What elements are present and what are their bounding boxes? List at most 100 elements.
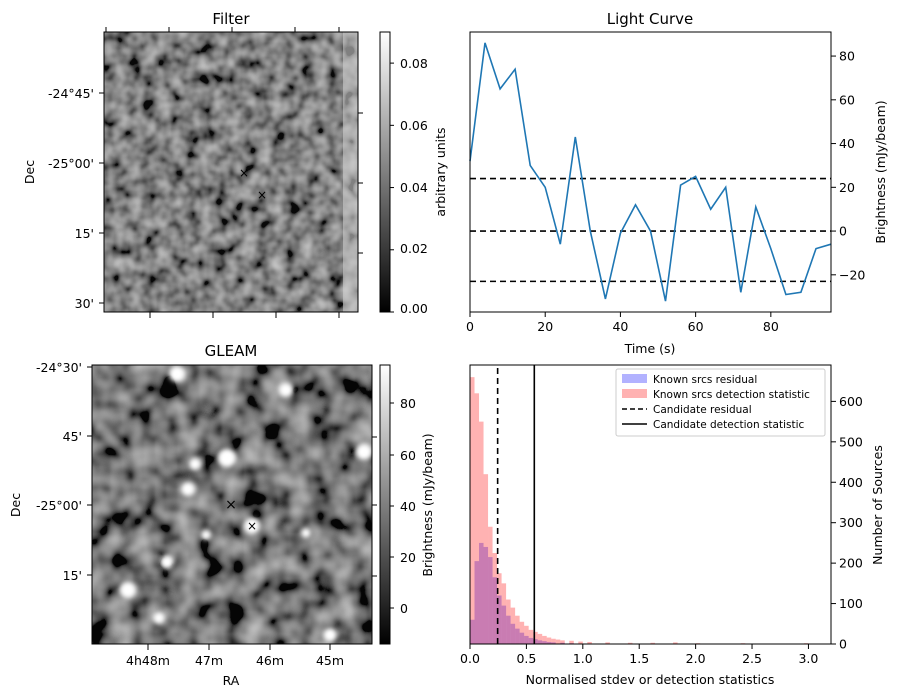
histogram-legend: Known srcs residual Known srcs detection… xyxy=(615,368,826,437)
gleam-cbar-tick: 20 xyxy=(400,550,416,565)
filter-cbar-tick: 0.04 xyxy=(400,180,428,195)
gleam-title: GLEAM xyxy=(205,342,258,360)
histogram-ytick-label: 500 xyxy=(839,434,863,449)
histogram-bar-residual xyxy=(515,628,520,644)
histogram-bar-detection xyxy=(510,607,516,644)
histogram-bar-residual xyxy=(506,615,511,644)
histogram-bar-detection xyxy=(650,642,656,644)
filter-colorbar-ticks xyxy=(390,62,394,313)
histogram-bar-detection xyxy=(470,377,475,644)
gleam-cbar-tick: 80 xyxy=(400,396,416,411)
histogram-frame xyxy=(469,364,832,645)
histogram-bar-detection xyxy=(492,553,498,644)
histogram-candidate-lines xyxy=(496,365,536,644)
gleam-cbar-tick: 40 xyxy=(400,499,416,514)
lightcurve-title: Light Curve xyxy=(607,10,693,28)
gleam-source-blob xyxy=(301,528,311,538)
lightcurve-xticks: 0 20 40 60 80 xyxy=(466,312,779,334)
gleam-source-blob xyxy=(189,458,201,470)
histogram-bar-detection xyxy=(537,633,543,644)
histogram-bar-detection xyxy=(483,474,489,644)
histogram-bar-detection xyxy=(542,635,547,644)
histogram-xtick-label: 3.0 xyxy=(798,651,818,666)
gleam-source-blob xyxy=(160,555,174,569)
histogram-ytick-label: 200 xyxy=(839,556,863,571)
histogram-ytick-label: 100 xyxy=(839,596,863,611)
histogram-ytick-label: 400 xyxy=(839,475,863,490)
gleam-xtick: 47m xyxy=(195,653,223,668)
gleam-ytick: 45' xyxy=(63,429,82,444)
gleam-colorbar-ticks xyxy=(390,402,394,609)
histogram-bar-detection xyxy=(515,615,520,644)
histogram-bar-residual xyxy=(510,623,516,644)
gleam-ytick: 15' xyxy=(63,568,82,583)
filter-cbar-tick: 0.00 xyxy=(400,301,428,316)
gleam-xtick: 45m xyxy=(316,653,344,668)
histogram-bar-residual xyxy=(474,561,480,644)
gleam-cbar-tick: 60 xyxy=(400,448,416,463)
histogram-xlabel: Normalised stdev or detection statistics xyxy=(526,672,775,687)
histogram-xtick-label: 1.0 xyxy=(573,651,593,666)
gleam-image-noise xyxy=(92,365,372,644)
histogram-bar-residual xyxy=(537,640,543,644)
histogram-xtick-label: 0.5 xyxy=(516,651,536,666)
gleam-source-blob xyxy=(169,366,185,382)
histogram-bar-detection xyxy=(627,642,633,644)
lightcurve-ytick-label: −20 xyxy=(839,267,865,282)
filter-cbar-tick: 0.06 xyxy=(400,118,428,133)
filter-colorbar-label: arbitrary units xyxy=(433,127,448,216)
histogram-xticks: 0.0 0.5 1.0 1.5 2.0 2.5 3.0 xyxy=(460,644,818,666)
histogram-ytick-label: 600 xyxy=(839,394,863,409)
legend-swatch-detection xyxy=(622,389,647,398)
histogram-bar-residual xyxy=(479,542,484,644)
gleam-source-blob xyxy=(153,612,165,624)
gleam-source-blob xyxy=(181,482,195,496)
histogram-bar-detection xyxy=(546,637,552,644)
histogram-bar-detection xyxy=(519,621,525,644)
gleam-ytick: -24°30' xyxy=(36,360,82,375)
histogram-bar-detection xyxy=(497,573,502,644)
histogram-ylabel: Number of Sources xyxy=(870,445,885,565)
histogram-bar-detection xyxy=(673,642,678,644)
histogram-bar-residual xyxy=(497,595,502,644)
lightcurve-ytick-label: 60 xyxy=(839,92,855,107)
histogram-bar-detection xyxy=(506,599,511,644)
histogram-bar-detection xyxy=(501,583,507,644)
histogram-bar-detection xyxy=(555,639,561,644)
gleam-candidate-marker: × xyxy=(225,497,237,513)
gleam-source-blob xyxy=(218,449,236,467)
lightcurve-xtick-label: 0 xyxy=(466,319,474,334)
histogram-yticks: 0 100 200 300 400 500 600 xyxy=(831,394,863,652)
histogram-bar-detection xyxy=(578,641,583,644)
lightcurve-xtick-label: 80 xyxy=(763,319,779,334)
filter-image-edge xyxy=(343,32,358,312)
gleam-ticks xyxy=(87,366,377,650)
lightcurve-xtick-label: 40 xyxy=(612,319,628,334)
lightcurve-yticks: −20 0 20 40 60 80 xyxy=(831,49,865,282)
lightcurve-xtick-label: 20 xyxy=(537,319,553,334)
legend-swatch-residual xyxy=(622,374,647,383)
legend-label: Known srcs residual xyxy=(653,374,757,386)
filter-cbar-tick: 0.02 xyxy=(400,241,428,256)
histogram-bar-residual xyxy=(542,641,547,644)
histogram-bar-detection xyxy=(474,393,480,644)
filter-title: Filter xyxy=(212,10,250,28)
filter-ytick: -25°00' xyxy=(48,156,94,171)
lightcurve-panel: Light Curve 0 20 40 60 80 −20 0 20 40 60 80 Time … xyxy=(466,10,888,356)
gleam-source-blob xyxy=(244,518,260,534)
histogram-bar-detection xyxy=(560,640,565,644)
histogram-bar-residual xyxy=(519,632,525,644)
gleam-sources xyxy=(120,366,372,642)
gleam-ytick: -25°00' xyxy=(36,498,82,513)
histogram-bar-detection xyxy=(479,421,484,644)
filter-panel: Filter × × -24°45' -25°00' 15' 30' Dec 0… xyxy=(22,10,448,318)
histogram-ytick-label: 0 xyxy=(839,637,847,652)
histogram-bar-detection xyxy=(605,642,610,644)
gleam-source-blob xyxy=(279,383,293,397)
filter-candidate-marker: × xyxy=(239,166,249,180)
gleam-source-blob xyxy=(201,530,211,540)
lightcurve-ytick-label: 40 xyxy=(839,136,855,151)
histogram-bar-residual xyxy=(470,619,475,644)
legend-label: Known srcs detection statistic xyxy=(653,389,810,401)
